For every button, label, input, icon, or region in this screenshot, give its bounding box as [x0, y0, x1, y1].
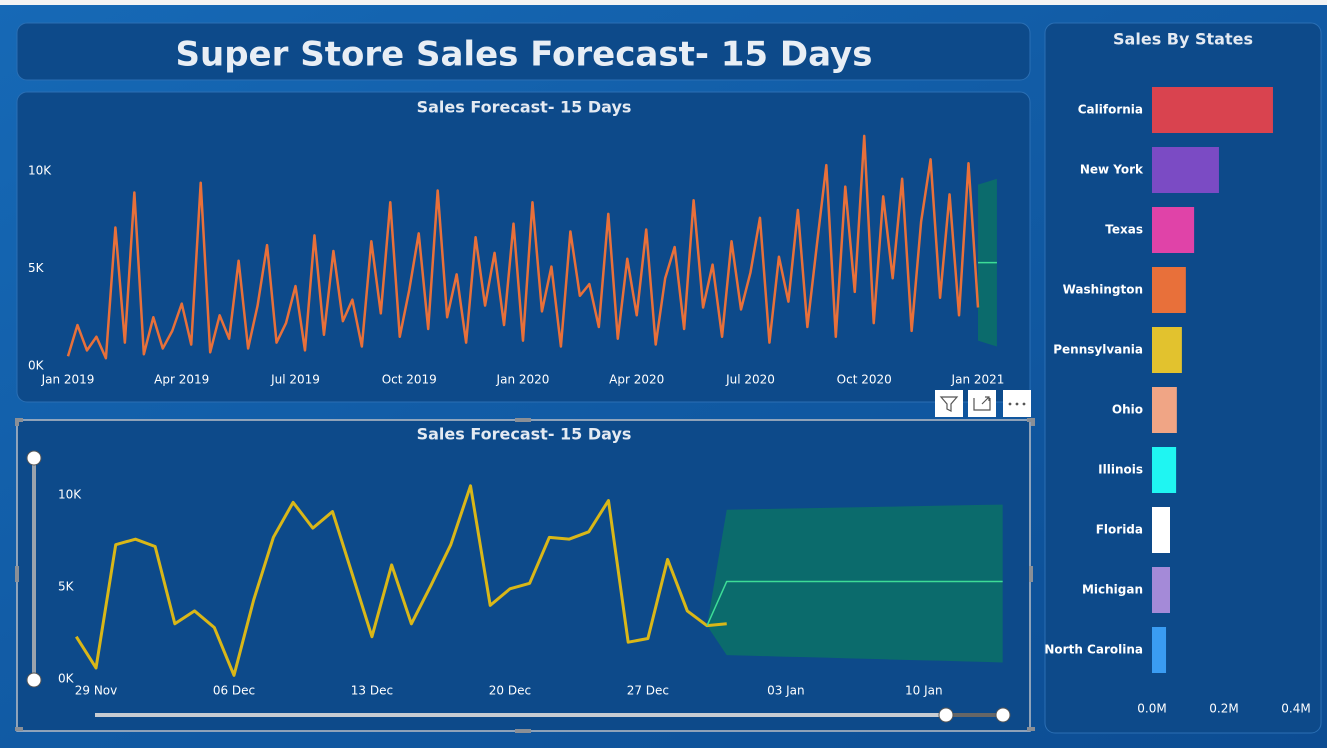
category-label: Pennsylvania	[1053, 343, 1143, 357]
x-tick-label: 0.0M	[1137, 702, 1166, 716]
chart-title: Sales By States	[1113, 30, 1253, 49]
filter-icon	[939, 396, 959, 412]
category-label: Illinois	[1098, 463, 1143, 477]
category-label: California	[1078, 103, 1143, 117]
focus-icon	[973, 396, 991, 411]
forecast-panel	[16, 91, 1031, 403]
y-tick-label: 5K	[28, 261, 45, 275]
chart-title: Sales Forecast- 15 Days	[417, 98, 632, 117]
bar	[1152, 147, 1219, 193]
x-tick-label: 27 Dec	[627, 684, 669, 698]
x-tick-label: 0.4M	[1281, 702, 1310, 716]
bar	[1152, 267, 1186, 313]
x-tick-label: 20 Dec	[489, 684, 531, 698]
y-tick-label: 0K	[58, 672, 75, 686]
x-tick-label: 06 Dec	[213, 684, 255, 698]
category-label: Texas	[1105, 223, 1143, 237]
bar	[1152, 447, 1177, 493]
x-tick-label: 03 Jan	[767, 684, 805, 698]
x-tick-label: 10 Jan	[905, 684, 943, 698]
x-tick-label: 29 Nov	[75, 684, 118, 698]
series-line	[75, 484, 727, 677]
category-label: Michigan	[1082, 583, 1143, 597]
x-tick-label: Apr 2019	[154, 373, 209, 387]
states-panel	[1044, 22, 1322, 734]
y-tick-label: 10K	[58, 488, 82, 502]
category-label: Florida	[1096, 523, 1143, 537]
category-label: Washington	[1063, 283, 1143, 297]
x-tick-label: Jan 2021	[951, 373, 1005, 387]
y-tick-label: 10K	[28, 164, 52, 178]
dashboard-title: Super Store Sales Forecast- 15 Days	[176, 35, 873, 75]
x-tick-label: 0.2M	[1209, 702, 1238, 716]
x-zoom-slider[interactable]	[95, 707, 1011, 723]
x-tick-label: Oct 2019	[382, 373, 437, 387]
bar	[1152, 327, 1182, 373]
bar	[1152, 567, 1170, 613]
ribbon-strip	[0, 0, 1327, 5]
chart-title: Sales Forecast- 15 Days	[417, 425, 632, 444]
x-tick-label: 13 Dec	[351, 684, 393, 698]
x-tick-label: Jul 2019	[270, 373, 320, 387]
title-panel	[16, 22, 1031, 81]
x-tick-label: Jul 2020	[725, 373, 775, 387]
bar	[1152, 207, 1195, 253]
y-tick-label: 0K	[28, 359, 45, 373]
category-label: New York	[1080, 163, 1144, 177]
visual-toolbar	[935, 390, 1031, 417]
category-label: Ohio	[1112, 403, 1143, 417]
bar	[1152, 387, 1177, 433]
y-tick-label: 5K	[58, 580, 75, 594]
x-tick-label: Oct 2020	[837, 373, 892, 387]
y-zoom-slider[interactable]	[26, 450, 42, 688]
x-tick-label: Jan 2020	[496, 373, 550, 387]
bar	[1152, 627, 1167, 673]
series-line	[706, 580, 1003, 626]
filter-button[interactable]	[935, 390, 963, 417]
bar	[1152, 507, 1170, 553]
forecast-band	[707, 504, 1003, 663]
x-tick-label: Apr 2020	[609, 373, 664, 387]
bar	[1152, 87, 1273, 133]
selection-handles	[15, 418, 1035, 733]
category-label: North Carolina	[1044, 643, 1143, 657]
more-icon	[1008, 402, 1026, 406]
x-tick-label: Jan 2019	[41, 373, 95, 387]
series-line	[66, 134, 980, 360]
